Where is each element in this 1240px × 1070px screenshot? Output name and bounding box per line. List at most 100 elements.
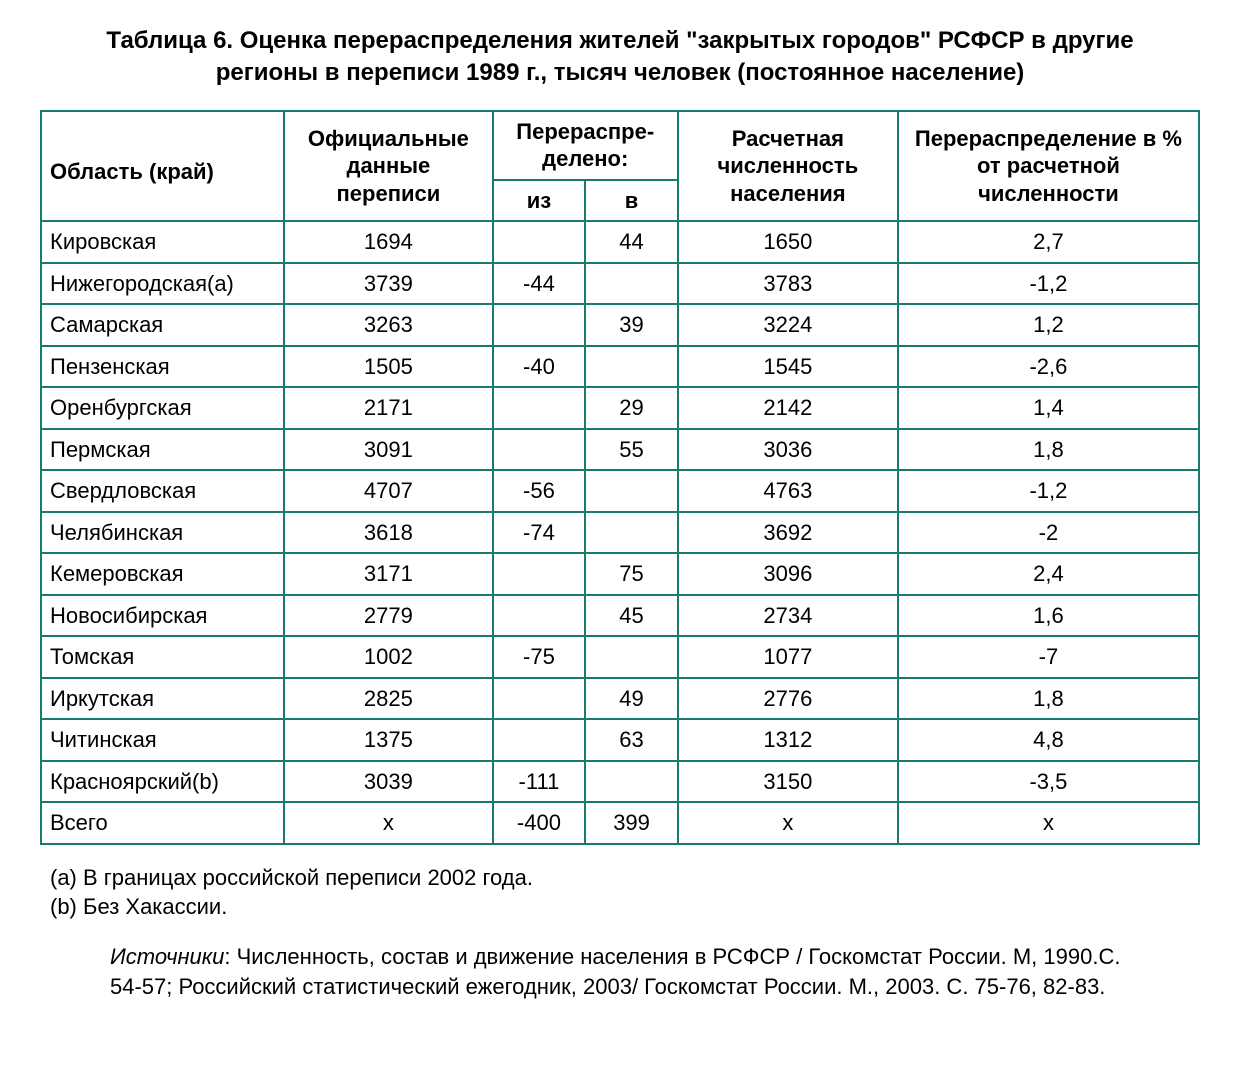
cell-pct: 1,8 [898, 678, 1199, 720]
cell-pct: -3,5 [898, 761, 1199, 803]
cell-in: 399 [585, 802, 678, 844]
cell-region: Кемеровская [41, 553, 284, 595]
cell-in: 75 [585, 553, 678, 595]
cell-pct: 1,2 [898, 304, 1199, 346]
cell-in: 45 [585, 595, 678, 637]
col-official: Официальные данные переписи [284, 111, 492, 222]
cell-calc: 2776 [678, 678, 898, 720]
cell-pct: -2,6 [898, 346, 1199, 388]
cell-region: Кировская [41, 221, 284, 263]
cell-official: 2171 [284, 387, 492, 429]
table-row: Новосибирская2779 4527341,6 [41, 595, 1199, 637]
cell-region: Самарская [41, 304, 284, 346]
cell-in [585, 512, 678, 554]
cell-official: 3091 [284, 429, 492, 471]
cell-out: -44 [493, 263, 586, 305]
cell-pct: -1,2 [898, 263, 1199, 305]
cell-in [585, 346, 678, 388]
cell-official: 1002 [284, 636, 492, 678]
cell-region: Пермская [41, 429, 284, 471]
cell-region: Красноярский(b) [41, 761, 284, 803]
cell-official: 2825 [284, 678, 492, 720]
col-percent: Перераспределение в % от расчетной числе… [898, 111, 1199, 222]
table-row: Самарская3263 3932241,2 [41, 304, 1199, 346]
cell-out: -400 [493, 802, 586, 844]
cell-calc: 1545 [678, 346, 898, 388]
cell-region: Нижегородская(а) [41, 263, 284, 305]
col-in: в [585, 180, 678, 222]
table-header: Область (край) Официальные данные перепи… [41, 111, 1199, 222]
cell-calc: 2734 [678, 595, 898, 637]
cell-in: 49 [585, 678, 678, 720]
footnote-b: (b) Без Хакассии. [50, 892, 1200, 922]
cell-in [585, 636, 678, 678]
cell-in [585, 263, 678, 305]
cell-official: 3039 [284, 761, 492, 803]
cell-calc: 3783 [678, 263, 898, 305]
data-table: Область (край) Официальные данные перепи… [40, 110, 1200, 845]
cell-region: Новосибирская [41, 595, 284, 637]
cell-calc: 1312 [678, 719, 898, 761]
cell-calc: 2142 [678, 387, 898, 429]
cell-out [493, 304, 586, 346]
cell-out [493, 719, 586, 761]
cell-calc: 3224 [678, 304, 898, 346]
cell-region: Челябинская [41, 512, 284, 554]
table-title: Таблица 6. Оценка перераспределения жите… [60, 25, 1180, 90]
cell-official: 1505 [284, 346, 492, 388]
cell-out [493, 678, 586, 720]
cell-calc: x [678, 802, 898, 844]
cell-official: 3263 [284, 304, 492, 346]
cell-in [585, 761, 678, 803]
cell-out [493, 553, 586, 595]
cell-region: Иркутская [41, 678, 284, 720]
sources-text: : Численность, состав и движение населен… [110, 944, 1120, 999]
cell-calc: 3096 [678, 553, 898, 595]
cell-out: -111 [493, 761, 586, 803]
cell-pct: 1,6 [898, 595, 1199, 637]
table-row: Оренбургская21712921421,4 [41, 387, 1199, 429]
col-region: Область (край) [41, 111, 284, 222]
cell-pct: -2 [898, 512, 1199, 554]
cell-in: 29 [585, 387, 678, 429]
cell-official: 3618 [284, 512, 492, 554]
cell-official: 3739 [284, 263, 492, 305]
cell-out: -56 [493, 470, 586, 512]
cell-calc: 3036 [678, 429, 898, 471]
cell-out [493, 595, 586, 637]
col-redistributed: Перераспре-делено: [493, 111, 678, 180]
cell-official: 1375 [284, 719, 492, 761]
cell-calc: 4763 [678, 470, 898, 512]
cell-calc: 3692 [678, 512, 898, 554]
cell-in: 63 [585, 719, 678, 761]
footnote-a: (a) В границах российской переписи 2002 … [50, 863, 1200, 893]
cell-pct: 2,7 [898, 221, 1199, 263]
cell-out: -74 [493, 512, 586, 554]
cell-region: Томская [41, 636, 284, 678]
cell-in: 39 [585, 304, 678, 346]
cell-pct: 4,8 [898, 719, 1199, 761]
cell-pct: x [898, 802, 1199, 844]
cell-out: -40 [493, 346, 586, 388]
table-row: Свердловская4707-564763-1,2 [41, 470, 1199, 512]
cell-official: 2779 [284, 595, 492, 637]
table-row: Челябинская3618-74 3692-2 [41, 512, 1199, 554]
cell-pct: -1,2 [898, 470, 1199, 512]
cell-out: -75 [493, 636, 586, 678]
table-row: Кировская16944416502,7 [41, 221, 1199, 263]
cell-region: Читинская [41, 719, 284, 761]
cell-in: 55 [585, 429, 678, 471]
col-calculated: Расчетная численность населения [678, 111, 898, 222]
cell-region: Пензенская [41, 346, 284, 388]
table-row: Читинская1375 6313124,8 [41, 719, 1199, 761]
table-body: Кировская16944416502,7Нижегородская(а)37… [41, 221, 1199, 844]
cell-official: 1694 [284, 221, 492, 263]
table-row: Кемеровская31717530962,4 [41, 553, 1199, 595]
cell-in [585, 470, 678, 512]
table-row: Красноярский(b)3039-111 3150-3,5 [41, 761, 1199, 803]
cell-calc: 3150 [678, 761, 898, 803]
cell-official: x [284, 802, 492, 844]
table-row: Всегоx-400399xx [41, 802, 1199, 844]
cell-official: 3171 [284, 553, 492, 595]
cell-pct: -7 [898, 636, 1199, 678]
